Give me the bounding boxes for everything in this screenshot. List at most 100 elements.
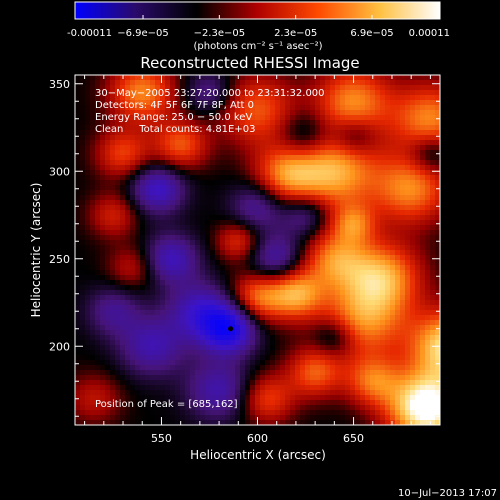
heatmap-cell xyxy=(395,195,401,201)
heatmap-cell xyxy=(145,235,151,241)
heatmap-cell xyxy=(145,310,151,316)
heatmap-cell xyxy=(355,255,361,261)
heatmap-cell xyxy=(160,200,166,206)
heatmap-cell xyxy=(350,265,356,271)
heatmap-cell xyxy=(300,185,306,191)
heatmap-cell xyxy=(340,190,346,196)
heatmap-cell xyxy=(170,120,176,126)
heatmap-cell xyxy=(365,345,371,351)
heatmap-cell xyxy=(95,355,101,361)
heatmap-cell xyxy=(260,275,266,281)
heatmap-cell xyxy=(395,145,401,151)
heatmap-cell xyxy=(335,280,341,286)
heatmap-cell xyxy=(145,160,151,166)
heatmap-cell xyxy=(155,250,161,256)
heatmap-cell xyxy=(175,300,181,306)
heatmap-cell xyxy=(405,230,411,236)
heatmap-cell xyxy=(415,175,421,181)
heatmap-cell xyxy=(315,110,321,116)
heatmap-cell xyxy=(380,95,386,101)
heatmap-cell xyxy=(250,360,256,366)
heatmap-cell xyxy=(285,225,291,231)
heatmap-cell xyxy=(75,195,81,201)
heatmap-cell xyxy=(120,85,126,91)
heatmap-cell xyxy=(180,135,186,141)
heatmap-cell xyxy=(305,265,311,271)
heatmap-cell xyxy=(245,205,251,211)
heatmap-cell xyxy=(405,125,411,131)
heatmap-cell xyxy=(180,130,186,136)
heatmap-cell xyxy=(390,200,396,206)
heatmap-cell xyxy=(335,155,341,161)
heatmap-cell xyxy=(285,320,291,326)
heatmap-cell xyxy=(210,295,216,301)
heatmap-cell xyxy=(135,135,141,141)
heatmap-cell xyxy=(115,385,121,391)
heatmap-cell xyxy=(310,195,316,201)
heatmap-cell xyxy=(270,150,276,156)
heatmap-cell xyxy=(370,180,376,186)
heatmap-cell xyxy=(185,230,191,236)
heatmap-cell xyxy=(220,295,226,301)
heatmap-cell xyxy=(135,400,141,406)
heatmap-cell xyxy=(85,245,91,251)
heatmap-cell xyxy=(430,135,436,141)
heatmap-cell xyxy=(90,400,96,406)
heatmap-cell xyxy=(305,325,311,331)
heatmap-cell xyxy=(400,200,406,206)
heatmap-cell xyxy=(390,145,396,151)
heatmap-cell xyxy=(430,180,436,186)
heatmap-cell xyxy=(435,80,441,86)
heatmap-cell xyxy=(255,155,261,161)
heatmap-cell xyxy=(125,300,131,306)
heatmap-cell xyxy=(75,85,81,91)
heatmap-cell xyxy=(370,385,376,391)
heatmap-cell xyxy=(90,360,96,366)
heatmap-cell xyxy=(405,105,411,111)
heatmap-cell xyxy=(170,135,176,141)
heatmap-cell xyxy=(165,370,171,376)
heatmap-cell xyxy=(315,155,321,161)
heatmap-cell xyxy=(355,225,361,231)
heatmap-cell xyxy=(225,205,231,211)
heatmap-cell xyxy=(305,335,311,341)
heatmap-cell xyxy=(340,395,346,401)
heatmap-cell xyxy=(200,325,206,331)
heatmap-cell xyxy=(295,145,301,151)
heatmap-cell xyxy=(400,195,406,201)
heatmap-cell xyxy=(275,265,281,271)
heatmap-cell xyxy=(320,140,326,146)
heatmap-cell xyxy=(395,185,401,191)
heatmap-cell xyxy=(365,250,371,256)
heatmap-cell xyxy=(320,205,326,211)
heatmap-cell xyxy=(300,245,306,251)
heatmap-cell xyxy=(130,230,136,236)
heatmap-cell xyxy=(355,290,361,296)
heatmap-cell xyxy=(115,205,121,211)
heatmap-cell xyxy=(240,230,246,236)
heatmap-cell xyxy=(225,355,231,361)
heatmap-cell xyxy=(290,150,296,156)
heatmap-cell xyxy=(335,250,341,256)
heatmap-cell xyxy=(225,370,231,376)
heatmap-cell xyxy=(240,410,246,416)
heatmap-cell xyxy=(230,100,236,106)
heatmap-cell xyxy=(325,290,331,296)
heatmap-cell xyxy=(375,110,381,116)
heatmap-cell xyxy=(105,290,111,296)
heatmap-cell xyxy=(365,390,371,396)
heatmap-cell xyxy=(300,300,306,306)
heatmap-cell xyxy=(225,255,231,261)
heatmap-cell xyxy=(100,215,106,221)
heatmap-cell xyxy=(315,90,321,96)
heatmap-cell xyxy=(230,300,236,306)
heatmap-cell xyxy=(260,175,266,181)
heatmap-cell xyxy=(245,350,251,356)
heatmap-cell xyxy=(75,410,81,416)
heatmap-cell xyxy=(435,410,441,416)
heatmap-cell xyxy=(85,265,91,271)
heatmap-cell xyxy=(335,235,341,241)
heatmap-cell xyxy=(240,210,246,216)
heatmap-cell xyxy=(280,160,286,166)
heatmap-cell xyxy=(140,110,146,116)
